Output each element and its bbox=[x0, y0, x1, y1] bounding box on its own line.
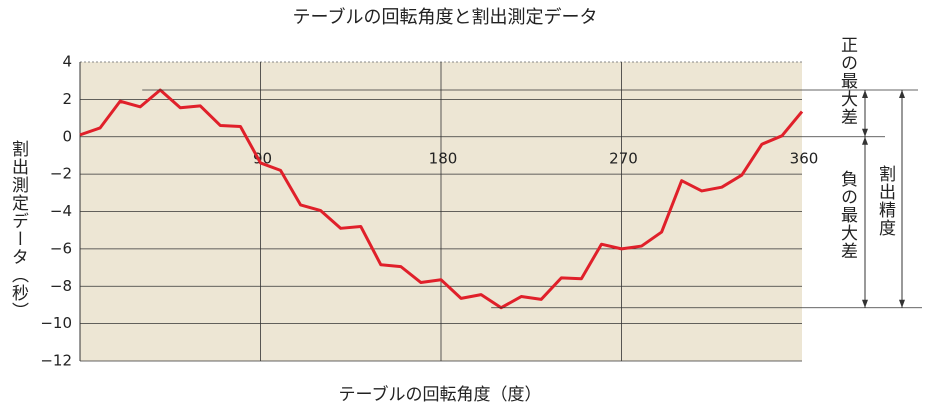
x-tick-label: 180 bbox=[429, 149, 458, 167]
arrow-head bbox=[862, 136, 868, 145]
y-tick-label: −12 bbox=[40, 352, 72, 370]
arrow-head bbox=[899, 299, 905, 308]
y-tick-label: −6 bbox=[50, 239, 72, 257]
y-axis-label: 割出測定データ（秒） bbox=[8, 140, 29, 320]
annotation: 割出精度 bbox=[875, 165, 896, 237]
x-tick-label: 270 bbox=[609, 149, 638, 167]
y-tick-label: −8 bbox=[50, 277, 72, 295]
y-tick-label: −10 bbox=[40, 314, 72, 332]
annotation: 正の最大差 bbox=[837, 36, 858, 126]
x-axis-label: テーブルの回転角度（度） bbox=[339, 384, 542, 405]
arrow-head bbox=[862, 128, 868, 137]
y-tick-label: −2 bbox=[50, 165, 72, 183]
y-tick-label: 2 bbox=[62, 90, 72, 108]
x-tick-label: 90 bbox=[253, 149, 272, 167]
data-line bbox=[79, 88, 804, 310]
chart-title: テーブルの回転角度と割出測定データ bbox=[293, 6, 598, 28]
arrow-head bbox=[862, 299, 868, 308]
y-tick-label: −4 bbox=[50, 202, 72, 220]
arrow-head bbox=[899, 90, 905, 99]
annotation: 負の最大差 bbox=[837, 170, 858, 260]
x-tick-label: 360 bbox=[790, 149, 819, 167]
arrow-head bbox=[862, 90, 868, 99]
y-tick-label: 4 bbox=[62, 53, 72, 71]
y-tick-label: 0 bbox=[62, 127, 72, 145]
